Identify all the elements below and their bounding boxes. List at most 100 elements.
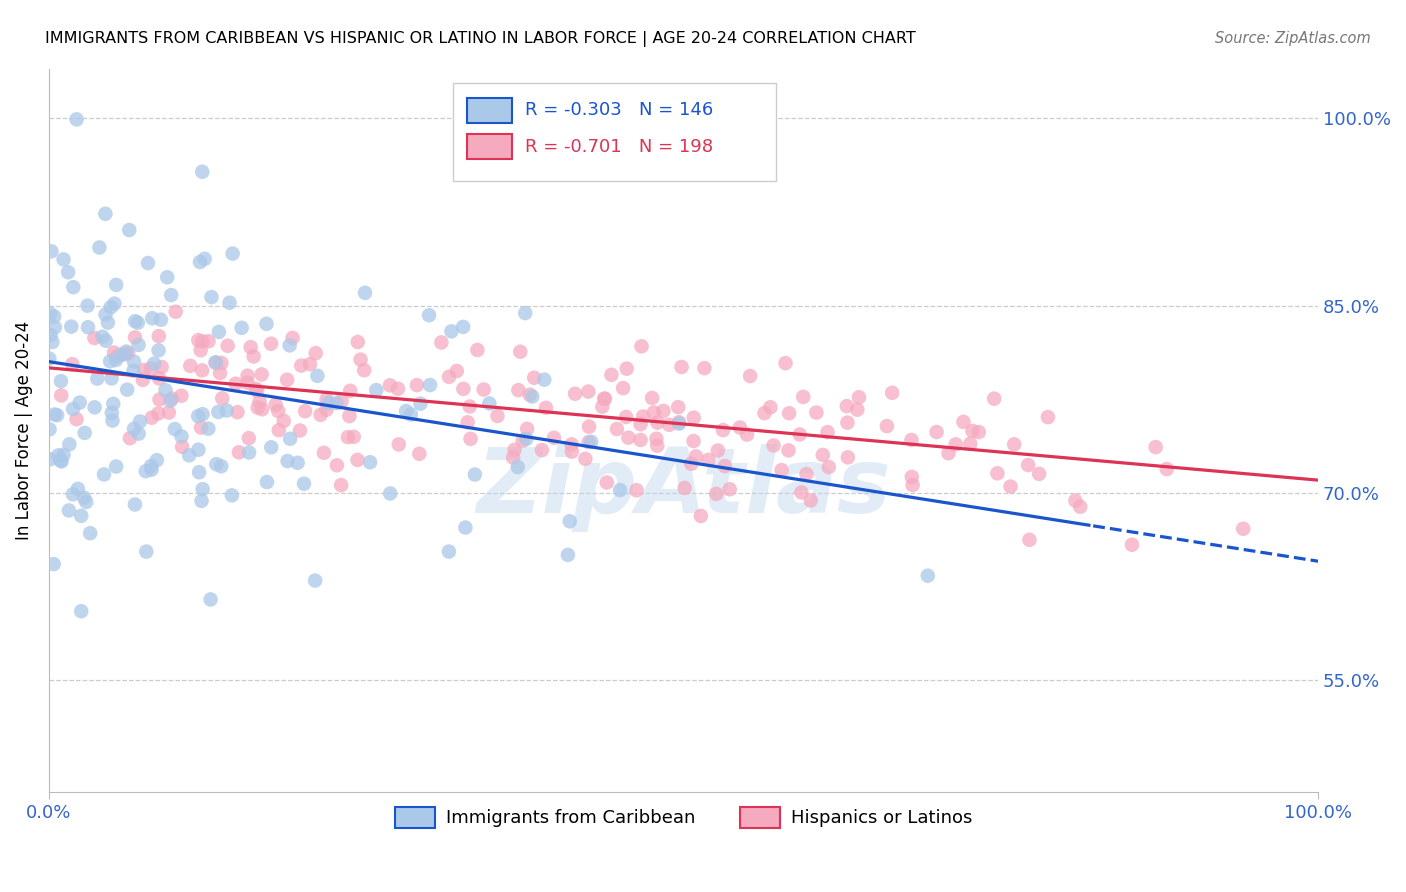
Point (38, 422, 60, 436)
Point (209, 459, 232, 474)
Point (339, 384, 361, 398)
Point (399, 408, 422, 422)
Point (115, 344, 138, 359)
Point (100, 301, 122, 315)
Point (770, 463, 793, 477)
Point (343, 430, 366, 444)
Point (52, 448, 75, 462)
Point (917, 568, 939, 582)
Point (70, 604, 93, 618)
Point (148, 343, 170, 358)
Point (56, 265, 79, 279)
Point (294, 404, 316, 418)
Point (693, 361, 716, 376)
Point (1036, 410, 1059, 425)
Point (101, 413, 124, 427)
Legend: Immigrants from Caribbean, Hispanics or Latinos: Immigrants from Caribbean, Hispanics or … (388, 800, 979, 835)
Point (530, 443, 553, 458)
Point (94, 308, 117, 322)
Point (69, 395, 91, 409)
Point (437, 369, 460, 384)
Point (93, 467, 115, 482)
Point (129, 415, 152, 429)
Point (728, 420, 751, 434)
Point (557, 548, 579, 562)
Point (98, 354, 121, 368)
Point (148, 407, 170, 421)
Point (187, 409, 209, 423)
Point (188, 465, 211, 479)
Point (187, 333, 209, 347)
Point (671, 359, 693, 374)
Point (267, 404, 290, 418)
Point (630, 417, 652, 432)
Point (146, 453, 169, 467)
Point (616, 361, 638, 376)
Point (148, 329, 170, 343)
Point (256, 475, 278, 489)
Point (100, 371, 122, 385)
Point (44, 320, 66, 334)
Point (191, 482, 214, 496)
Point (647, 416, 669, 430)
Point (652, 404, 675, 418)
Point (593, 392, 616, 406)
Point (238, 445, 260, 459)
Point (304, 574, 326, 588)
Point (952, 415, 974, 429)
Point (519, 387, 541, 401)
Point (141, 311, 163, 326)
Point (1232, 522, 1254, 536)
Point (578, 435, 600, 450)
Point (697, 453, 720, 467)
Point (668, 417, 690, 431)
Point (1028, 467, 1050, 481)
Point (512, 434, 534, 448)
Point (256, 317, 278, 331)
Point (1144, 440, 1167, 454)
Point (626, 483, 648, 498)
Point (630, 433, 652, 447)
Point (543, 431, 565, 445)
Point (837, 450, 859, 465)
Point (418, 308, 440, 322)
Point (200, 290, 222, 304)
Point (49, 374, 72, 388)
Point (197, 422, 219, 436)
Point (522, 389, 544, 403)
Point (207, 405, 229, 419)
Point (579, 434, 602, 449)
Point (58, 503, 80, 517)
Point (150, 359, 173, 374)
Point (508, 383, 530, 397)
Point (430, 335, 453, 350)
Point (155, 383, 177, 397)
Point (249, 394, 271, 409)
Point (211, 392, 233, 406)
Point (204, 355, 226, 369)
Point (260, 336, 283, 351)
Point (515, 432, 537, 446)
Point (564, 386, 586, 401)
Point (103, 296, 125, 310)
Point (754, 406, 776, 420)
Point (215, 403, 238, 417)
Point (105, 459, 128, 474)
Point (136, 256, 159, 270)
Point (42, 557, 65, 571)
Point (60, 319, 83, 334)
Point (163, 422, 186, 436)
Point (718, 482, 741, 496)
Point (46, 449, 69, 463)
Point (278, 338, 301, 352)
Point (690, 508, 713, 523)
Point (246, 384, 269, 398)
Point (128, 338, 150, 352)
Point (231, 321, 253, 335)
Point (792, 390, 814, 404)
Point (94, 334, 117, 348)
Point (775, 356, 797, 370)
Point (94, 207, 117, 221)
Point (326, 458, 349, 473)
Point (73, 491, 96, 505)
